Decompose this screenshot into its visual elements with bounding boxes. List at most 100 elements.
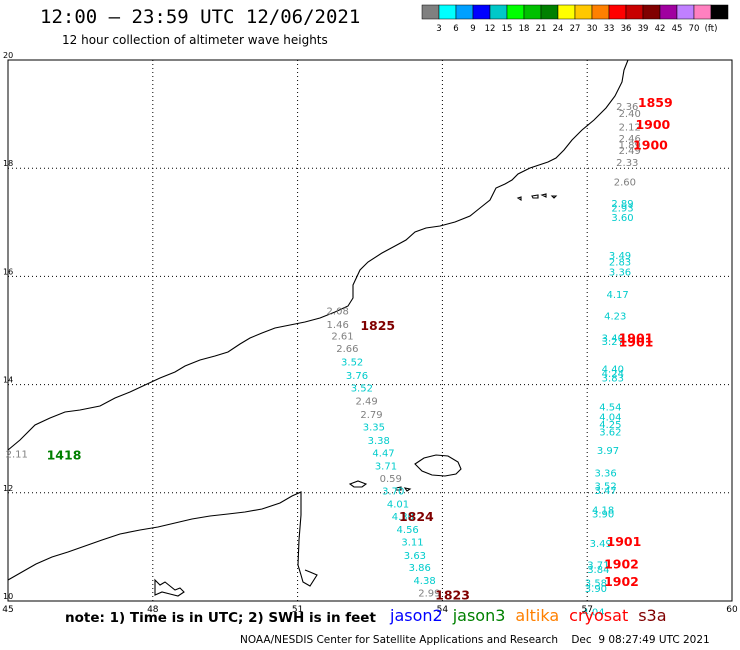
wave-height-reading: 2.49 xyxy=(619,146,641,157)
satellite-s3a: s3a xyxy=(638,606,667,625)
wave-height-reading: 3.86 xyxy=(409,563,431,574)
colorbar-swatch xyxy=(455,4,474,20)
colorbar-label: 15 xyxy=(502,24,513,34)
arabian-coastline xyxy=(7,59,629,451)
wave-height-reading: 4.17 xyxy=(607,290,629,301)
wave-height-reading: 3.71 xyxy=(375,462,397,473)
wave-height-reading: 3.49 xyxy=(609,251,631,262)
wave-height-reading: 4.04 xyxy=(599,412,621,423)
wave-height-reading: 3.90 xyxy=(592,510,614,521)
wave-height-reading: 4.54 xyxy=(599,403,621,414)
y-tick-label: 18 xyxy=(3,159,13,168)
pass-time-label: 1824 xyxy=(399,509,434,524)
colorbar-label: 36 xyxy=(621,24,632,34)
colorbar-swatch xyxy=(523,4,542,20)
colorbar-swatch xyxy=(676,4,695,20)
y-tick-label: 16 xyxy=(3,267,13,276)
wave-height-readings: 2.08 1.462.612.66 3.52 3.76 3.52 2.49 2.79 3.35… xyxy=(6,102,641,619)
satellite-altika: altika xyxy=(515,606,560,625)
colorbar-swatch xyxy=(574,4,593,20)
wave-height-reading: 4.01 xyxy=(387,499,409,510)
small-islet-1 xyxy=(395,486,402,491)
horn-coast-fragment xyxy=(154,578,185,597)
axis-ticks: 45 48 51 54 57 60 20 18 16 14 12 10 xyxy=(2,51,738,615)
wave-height-reading: 2.93 xyxy=(611,203,633,214)
pass-time-label: 1902 xyxy=(604,557,639,572)
wave-height-reading: 3.71 xyxy=(587,561,609,572)
colorbar-label: 27 xyxy=(570,24,581,34)
colorbar-label: 30 xyxy=(587,24,598,34)
wave-height-reading: 2.66 xyxy=(336,344,358,355)
wave-height-reading: 2.12 xyxy=(619,122,641,133)
wave-height-reading: 1.89 xyxy=(619,141,641,152)
colorbar-swatch xyxy=(540,4,559,20)
wave-height-reading: 2.79 xyxy=(360,410,382,421)
wave-height-reading: 3.60 xyxy=(611,213,633,224)
pass-time-label: 1901 xyxy=(619,330,654,345)
colorbar-label: 24 xyxy=(553,24,564,34)
colorbar-swatch xyxy=(642,4,661,20)
x-tick-label: 54 xyxy=(437,605,449,615)
colorbar-swatch xyxy=(710,4,729,20)
pass-time-label: 1900 xyxy=(633,137,668,152)
wave-height-reading: 3.62 xyxy=(599,427,621,438)
socotra-island xyxy=(414,454,462,477)
wave-height-reading: 2.60 xyxy=(614,178,636,189)
wave-height-reading: 3.58 xyxy=(585,578,607,589)
wave-height-reading: 4.18 xyxy=(592,505,614,516)
wave-height-reading: 3.38 xyxy=(368,436,390,447)
pass-time-label: 1900 xyxy=(635,117,670,132)
wave-height-reading: 3.36 xyxy=(594,469,616,480)
colorbar-label: 18 xyxy=(519,24,530,34)
chart-title: 12:00 – 23:59 UTC 12/06/2021 xyxy=(40,6,361,28)
wave-height-reading: 3.83 xyxy=(602,373,624,384)
satellite-jason2: jason2 xyxy=(390,606,443,625)
footer-note: note: 1) Time is in UTC; 2) SWH is in fe… xyxy=(65,610,376,626)
x-tick-label: 45 xyxy=(2,605,13,615)
wave-height-reading: 1.46 xyxy=(327,320,349,331)
x-tick-label: 51 xyxy=(292,605,303,615)
wave-height-reading: 3.63 xyxy=(404,551,426,562)
wave-height-reading: 2.40 xyxy=(619,109,641,120)
colorbar-swatch xyxy=(693,4,712,20)
pass-time-label: 1825 xyxy=(360,318,395,333)
colorbar-swatch xyxy=(625,4,644,20)
wave-height-reading: 2.89 xyxy=(611,199,633,210)
map-frame xyxy=(7,59,733,602)
colorbar-swatch xyxy=(591,4,610,20)
chart-subtitle: 12 hour collection of altimeter wave hei… xyxy=(62,33,328,47)
map-grid xyxy=(8,60,732,601)
wave-height-reading: 3.76 xyxy=(346,371,368,382)
wave-height-reading: 4.23 xyxy=(604,312,626,323)
colorbar-legend: 3 6 9 12 15 18 21 24 27 30 33 36 39 42 45 70 (ft) xyxy=(421,4,729,34)
small-islet-2 xyxy=(403,487,412,492)
wave-height-reading: 3.70 xyxy=(382,486,404,497)
colorbar-swatch xyxy=(659,4,678,20)
somali-coastline xyxy=(7,491,318,587)
wave-height-reading: 3.35 xyxy=(363,423,385,434)
x-tick-label: 48 xyxy=(147,605,159,615)
pass-time-label: 1418 xyxy=(47,447,82,462)
kuria-muria-islands xyxy=(516,193,558,202)
colorbar-swatch xyxy=(472,4,491,20)
wave-height-reading: 4.24 xyxy=(602,369,624,380)
colorbar-label: 9 xyxy=(470,24,475,34)
colorbar-label: 21 xyxy=(536,24,547,34)
wave-height-reading: 3.52 xyxy=(351,384,373,395)
footer-credit: NOAA/NESDIS Center for Satellite Applica… xyxy=(240,634,710,646)
wave-height-reading: 3.40 xyxy=(602,333,624,344)
wave-height-reading: 3.49 xyxy=(590,539,612,550)
pass-time-label: 1901 xyxy=(619,335,654,350)
wave-height-reading: 2.11 xyxy=(6,450,28,461)
colorbar-swatch xyxy=(506,4,525,20)
wave-height-reading: 3.27 xyxy=(602,337,624,348)
wave-height-reading: 3.52 xyxy=(341,358,363,369)
colorbar-label: 42 xyxy=(655,24,666,34)
colorbar-swatch xyxy=(557,4,576,20)
colorbar-swatch xyxy=(489,4,508,20)
x-tick-label: 57 xyxy=(581,605,592,615)
wave-height-reading: 4.25 xyxy=(599,420,621,431)
coastline xyxy=(7,59,629,597)
wave-height-reading: 0.59 xyxy=(380,474,402,485)
